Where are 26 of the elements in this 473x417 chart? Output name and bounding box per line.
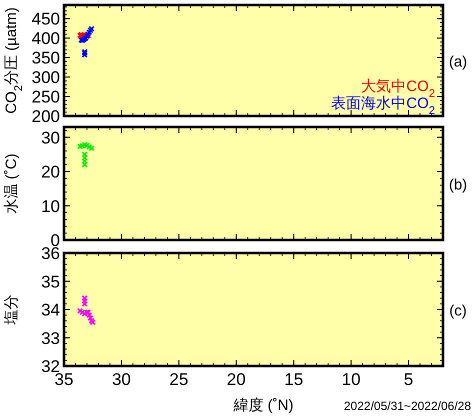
y-axis-title: 水温 (˚C)	[3, 154, 20, 214]
y-tick-label: 400	[32, 29, 60, 48]
text: 2022/05/31~2022/06/28	[344, 399, 472, 413]
y-axis-title: 塩分	[3, 294, 20, 326]
y-tick-label: 35	[41, 272, 60, 292]
x-tick-label: 25	[169, 370, 188, 389]
text: (b)	[448, 176, 468, 194]
x-tick-label: 20	[226, 370, 246, 389]
y-tick-label: 30	[41, 128, 60, 148]
text: (c)	[449, 302, 467, 320]
x-tick-label: 35	[54, 370, 74, 389]
x-tick-label: 15	[284, 370, 304, 389]
y-tick-label: 350	[32, 48, 60, 68]
y-tick-label: 10	[41, 196, 60, 216]
x-tick-label: 5	[404, 370, 414, 389]
x-tick-label: 10	[342, 370, 361, 389]
y-tick-label: 300	[32, 68, 60, 88]
x-axis-title: 緯度 (˚N)	[232, 397, 294, 414]
y-tick-label: 20	[41, 162, 60, 182]
y-tick-label: 34	[41, 300, 60, 320]
text: (a)	[448, 54, 468, 70]
y-tick-label: 250	[32, 88, 60, 107]
y-tick-label: 200	[32, 107, 60, 126]
y-tick-label: 450	[32, 10, 60, 29]
y-tick-label: 33	[41, 328, 60, 348]
x-tick-label: 30	[112, 370, 131, 389]
